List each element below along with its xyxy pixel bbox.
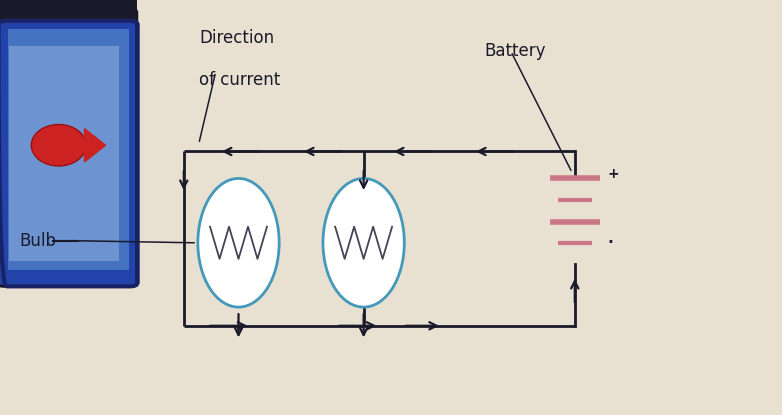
Text: Battery: Battery: [485, 42, 547, 59]
Bar: [8, 29, 129, 270]
Bar: [9, 46, 119, 261]
Text: +: +: [608, 167, 619, 181]
Ellipse shape: [31, 124, 86, 166]
Bar: [0, 0, 137, 21]
Ellipse shape: [323, 178, 404, 307]
Text: Direction: Direction: [199, 29, 274, 47]
Text: Bulb: Bulb: [20, 232, 56, 250]
Ellipse shape: [198, 178, 279, 307]
Bar: [137, 0, 782, 415]
Text: ·: ·: [606, 231, 614, 255]
Polygon shape: [84, 129, 106, 162]
FancyBboxPatch shape: [0, 8, 137, 286]
Text: of current: of current: [199, 71, 281, 88]
